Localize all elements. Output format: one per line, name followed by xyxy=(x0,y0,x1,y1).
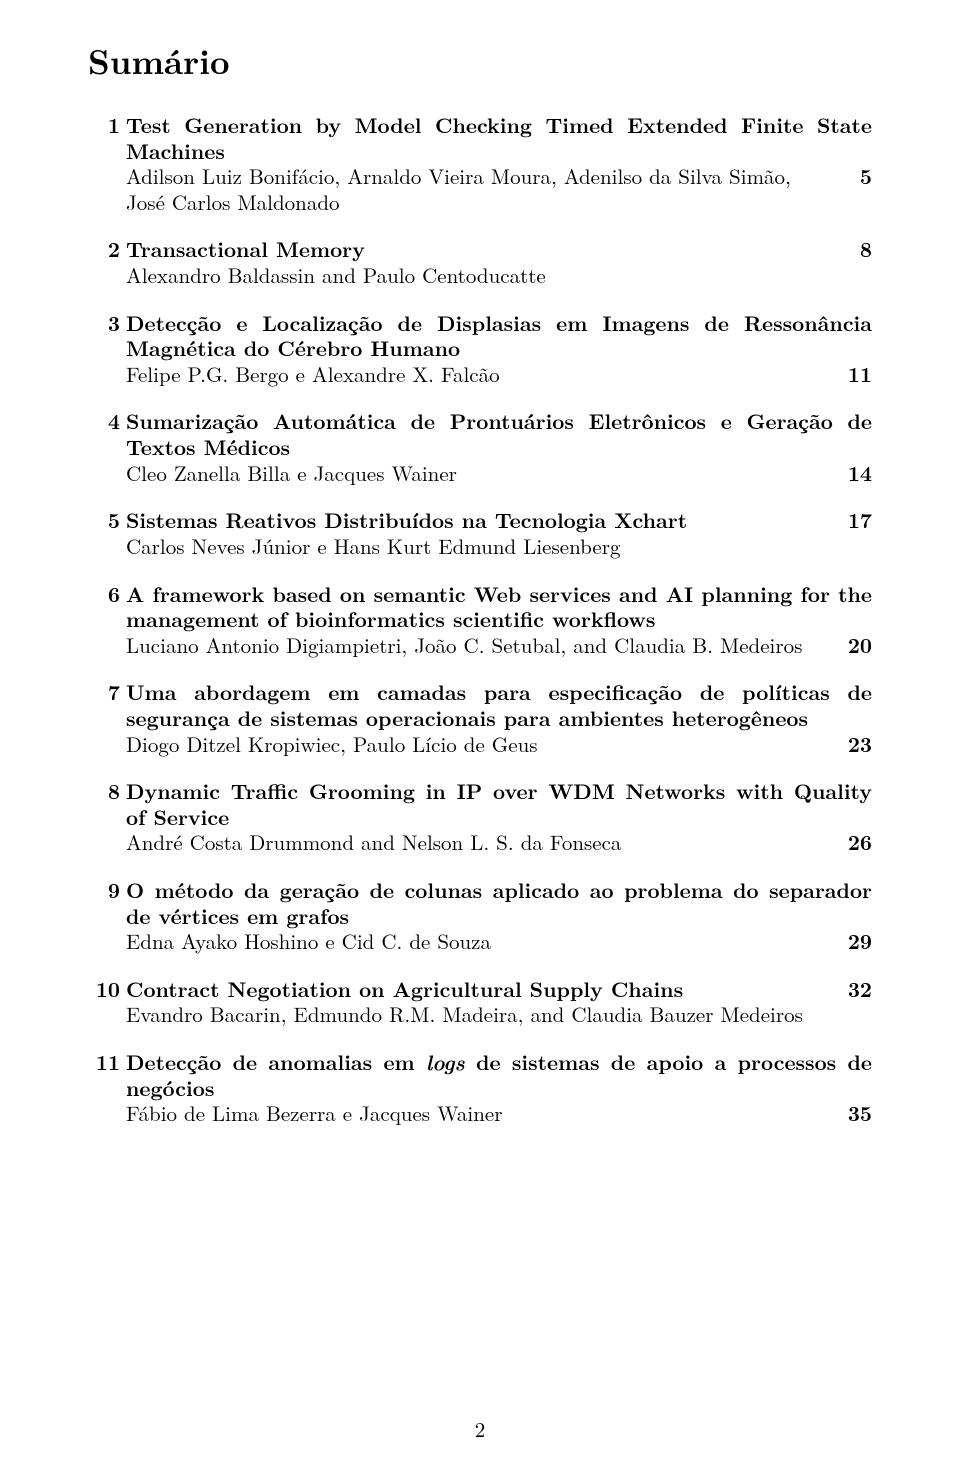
toc-entry-authors-row: Alexandro Baldassin and Paulo Centoducat… xyxy=(88,263,872,289)
toc-entry-title: O método da geração de colunas aplicado … xyxy=(126,878,872,929)
toc-entry-authors-row: Felipe P.G. Bergo e Alexandre X. Falcão1… xyxy=(88,362,872,388)
toc-entry-title: Detecção de anomalias em logs de sistema… xyxy=(126,1050,872,1101)
toc-entry-authors-row: Luciano Antonio Digiampietri, João C. Se… xyxy=(88,633,872,659)
toc-entry-number: 11 xyxy=(88,1050,126,1076)
toc-entry-number: 9 xyxy=(88,878,126,904)
toc-entry: 7Uma abordagem em camadas para especific… xyxy=(88,680,872,757)
toc-entry-title-row: 4Sumarização Automática de Prontuários E… xyxy=(88,409,872,460)
toc-entry-authors-row: Adilson Luiz Bonifácio, Arnaldo Vieira M… xyxy=(88,164,872,215)
toc-entry: 1Test Generation by Model Checking Timed… xyxy=(88,113,872,215)
toc-entry-number: 3 xyxy=(88,311,126,337)
toc-entry-authors: Alexandro Baldassin and Paulo Centoducat… xyxy=(126,263,872,289)
page: Sumário 1Test Generation by Model Checki… xyxy=(0,0,960,1468)
toc-entry-page: 29 xyxy=(820,929,872,955)
toc-entry-page: 17 xyxy=(820,508,872,534)
toc-entry-title-row: 7Uma abordagem em camadas para especific… xyxy=(88,680,872,731)
toc-entry-authors-row: Carlos Neves Júnior e Hans Kurt Edmund L… xyxy=(88,534,872,560)
toc-entry: 2Transactional Memory8Alexandro Baldassi… xyxy=(88,237,872,288)
toc-entry-title-row: 6A framework based on semantic Web servi… xyxy=(88,582,872,633)
toc-entry-number: 6 xyxy=(88,582,126,608)
toc-heading: Sumário xyxy=(88,36,872,85)
toc-entry-authors-row: Evandro Bacarin, Edmundo R.M. Madeira, a… xyxy=(88,1002,872,1028)
toc-entry-title: Sumarização Automática de Prontuários El… xyxy=(126,409,872,460)
toc-entry: 9O método da geração de colunas aplicado… xyxy=(88,878,872,955)
toc-entry-page: 20 xyxy=(820,633,872,659)
toc-entry-authors: Evandro Bacarin, Edmundo R.M. Madeira, a… xyxy=(126,1002,872,1028)
toc-entry-page: 11 xyxy=(820,362,872,388)
toc-entry-authors: Carlos Neves Júnior e Hans Kurt Edmund L… xyxy=(126,534,872,560)
toc-list: 1Test Generation by Model Checking Timed… xyxy=(88,113,872,1127)
toc-entry-page: 14 xyxy=(820,461,872,487)
toc-entry-authors: Luciano Antonio Digiampietri, João C. Se… xyxy=(126,633,820,659)
toc-entry-authors: Fábio de Lima Bezerra e Jacques Wainer xyxy=(126,1101,820,1127)
toc-entry-page: 5 xyxy=(832,164,872,190)
toc-entry-title-row: 1Test Generation by Model Checking Timed… xyxy=(88,113,872,164)
toc-entry-authors: Adilson Luiz Bonifácio, Arnaldo Vieira M… xyxy=(126,164,832,215)
toc-entry: 3Detecção e Localização de Displasias em… xyxy=(88,311,872,388)
toc-entry-title-row: 3Detecção e Localização de Displasias em… xyxy=(88,311,872,362)
toc-entry-page: 26 xyxy=(820,830,872,856)
toc-entry-number: 7 xyxy=(88,680,126,706)
toc-entry-authors-row: Diogo Ditzel Kropiwiec, Paulo Lício de G… xyxy=(88,732,872,758)
toc-entry-authors: André Costa Drummond and Nelson L. S. da… xyxy=(126,830,820,856)
toc-entry-page: 32 xyxy=(820,977,872,1003)
toc-entry-number: 5 xyxy=(88,508,126,534)
toc-entry-page: 8 xyxy=(832,237,872,263)
toc-entry-title-row: 11Detecção de anomalias em logs de siste… xyxy=(88,1050,872,1101)
toc-entry-title-row: 9O método da geração de colunas aplicado… xyxy=(88,878,872,929)
toc-entry-authors-row: Fábio de Lima Bezerra e Jacques Wainer35 xyxy=(88,1101,872,1127)
toc-entry-number: 4 xyxy=(88,409,126,435)
toc-entry-title: Dynamic Traffic Grooming in IP over WDM … xyxy=(126,779,872,830)
toc-entry-number: 10 xyxy=(88,977,126,1003)
toc-entry-title: Test Generation by Model Checking Timed … xyxy=(126,113,872,164)
toc-entry: 10Contract Negotiation on Agricultural S… xyxy=(88,977,872,1028)
toc-entry-authors: Diogo Ditzel Kropiwiec, Paulo Lício de G… xyxy=(126,732,820,758)
toc-entry: 11Detecção de anomalias em logs de siste… xyxy=(88,1050,872,1127)
toc-entry: 5Sistemas Reativos Distribuídos na Tecno… xyxy=(88,508,872,559)
toc-entry-page: 35 xyxy=(820,1101,872,1127)
toc-entry-title-row: 8Dynamic Traffic Grooming in IP over WDM… xyxy=(88,779,872,830)
toc-entry-authors-row: Edna Ayako Hoshino e Cid C. de Souza29 xyxy=(88,929,872,955)
toc-entry-page: 23 xyxy=(820,732,872,758)
toc-entry: 4Sumarização Automática de Prontuários E… xyxy=(88,409,872,486)
toc-entry: 8Dynamic Traffic Grooming in IP over WDM… xyxy=(88,779,872,856)
toc-entry-title: A framework based on semantic Web servic… xyxy=(126,582,872,633)
page-number: 2 xyxy=(0,1414,960,1444)
toc-entry-authors-row: André Costa Drummond and Nelson L. S. da… xyxy=(88,830,872,856)
toc-entry-number: 1 xyxy=(88,113,126,139)
toc-entry-authors: Edna Ayako Hoshino e Cid C. de Souza xyxy=(126,929,820,955)
toc-entry-number: 2 xyxy=(88,237,126,263)
toc-entry-title: Detecção e Localização de Displasias em … xyxy=(126,311,872,362)
toc-entry-authors-row: Cleo Zanella Billa e Jacques Wainer14 xyxy=(88,461,872,487)
toc-entry: 6A framework based on semantic Web servi… xyxy=(88,582,872,659)
toc-entry-authors: Felipe P.G. Bergo e Alexandre X. Falcão xyxy=(126,362,820,388)
toc-entry-title: Uma abordagem em camadas para especifica… xyxy=(126,680,872,731)
toc-entry-number: 8 xyxy=(88,779,126,805)
toc-entry-authors: Cleo Zanella Billa e Jacques Wainer xyxy=(126,461,820,487)
